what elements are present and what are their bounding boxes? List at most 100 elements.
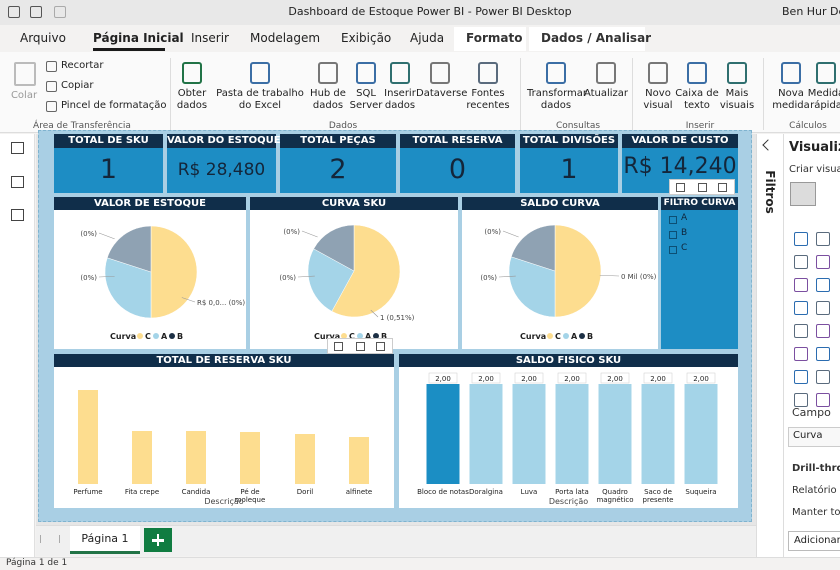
ribbon-button[interactable]: Obter dados <box>170 88 214 112</box>
viz-icon[interactable] <box>794 370 808 384</box>
slicer-item[interactable]: B <box>681 228 687 238</box>
ribbon-button[interactable]: Fontes recentes <box>462 88 514 112</box>
slicer-item[interactable]: C <box>681 243 687 253</box>
visual-toolbar[interactable] <box>327 338 393 354</box>
paste-icon <box>14 62 36 86</box>
data-label: (0%) <box>279 274 296 282</box>
toolbar-icon[interactable] <box>698 183 707 192</box>
status-bar <box>0 557 840 570</box>
kpi-value: 0 <box>400 154 515 185</box>
ribbon-button[interactable]: Pincel de formatação <box>61 100 166 111</box>
viz-icon[interactable] <box>816 278 830 292</box>
button-icon <box>596 62 616 84</box>
add-button[interactable]: Adicionar <box>788 531 840 551</box>
slicer-item[interactable]: A <box>681 213 687 223</box>
kpi-card: VALOR DO ESTOQUER$ 28,480 <box>167 134 276 193</box>
ribbon-button[interactable]: Mais visuais <box>716 88 758 112</box>
button-icon <box>430 62 450 84</box>
ribbon-tab[interactable]: Exibição <box>341 31 391 45</box>
ribbon-tab[interactable]: Arquivo <box>20 31 66 45</box>
viz-selected[interactable] <box>790 182 816 206</box>
toolbar-icon[interactable] <box>718 183 727 192</box>
kpi-value: 2 <box>280 154 396 185</box>
legend-dot <box>563 333 569 339</box>
ribbon-tab[interactable]: Formato <box>466 31 522 45</box>
ribbon-button[interactable]: Novo visual <box>639 88 677 112</box>
viz-title: Visualiza <box>789 140 840 155</box>
view-icon[interactable] <box>11 142 24 154</box>
nav-arrows[interactable] <box>40 535 60 543</box>
data-label: (0%) <box>480 274 497 282</box>
ribbon-tab[interactable]: Inserir <box>191 31 229 45</box>
viz-icon[interactable] <box>816 370 830 384</box>
page-tab[interactable]: Página 1 <box>70 526 140 554</box>
visual-container: SALDO FISICO SKU2,002,002,002,002,002,00… <box>399 354 738 508</box>
ribbon-tab[interactable]: Página Inicial <box>93 31 184 45</box>
visual-toolbar[interactable] <box>669 179 735 195</box>
visual-title: SALDO FISICO SKU <box>399 354 738 367</box>
viz-icon[interactable] <box>816 301 830 315</box>
quick-access-icon[interactable] <box>30 6 42 18</box>
viz-icon[interactable] <box>794 278 808 292</box>
data-label: 1 (0,51%) <box>380 314 415 322</box>
ribbon-button[interactable]: Pasta de trabalho do Excel <box>213 88 307 112</box>
viz-icon[interactable] <box>794 232 808 246</box>
ribbon-tab[interactable]: Modelagem <box>250 31 320 45</box>
viz-icon[interactable] <box>794 393 808 407</box>
legend-dot <box>137 333 143 339</box>
toolbar-icon[interactable] <box>376 342 385 351</box>
slicer-checkbox[interactable] <box>669 231 677 239</box>
viz-icon[interactable] <box>794 347 808 361</box>
viz-icon[interactable] <box>816 255 830 269</box>
toolbar-icon[interactable] <box>356 342 365 351</box>
kpi-value: 1 <box>520 154 618 185</box>
viz-icon[interactable] <box>816 232 830 246</box>
viz-icon[interactable] <box>794 301 808 315</box>
viz-icon[interactable] <box>816 324 830 338</box>
ribbon-button[interactable]: Recortar <box>61 60 104 71</box>
add-page-plus-v <box>157 534 160 546</box>
kpi-header: TOTAL DIVISÕES <box>520 134 618 148</box>
window-title: Dashboard de Estoque Power BI - Power BI… <box>250 5 610 18</box>
ribbon-button[interactable]: Copiar <box>61 80 93 91</box>
button-icon <box>182 62 202 84</box>
visual-container: TOTAL DE RESERVA SKUPerfumeFita crepeCan… <box>54 354 394 508</box>
bar <box>556 384 589 484</box>
field-value[interactable]: Curva <box>793 430 822 441</box>
toolbar-icon[interactable] <box>334 342 343 351</box>
ribbon-button[interactable]: Nova medida <box>772 88 810 112</box>
view-icon[interactable] <box>11 209 24 221</box>
slicer-checkbox[interactable] <box>669 216 677 224</box>
legend-item: A <box>161 332 168 341</box>
value-label: 2,00 <box>564 375 580 383</box>
viz-icon[interactable] <box>816 393 830 407</box>
viz-icon[interactable] <box>794 255 808 269</box>
quick-access-icon[interactable] <box>8 6 20 18</box>
group-separator <box>520 58 521 130</box>
slicer-checkbox[interactable] <box>669 246 677 254</box>
viz-item[interactable]: Relatório c <box>792 485 840 496</box>
ribbon-button[interactable]: SQL Server <box>349 88 383 112</box>
chart-svg: (0%)(0%)1 (0,51%)CurvaCAB <box>250 210 458 349</box>
ribbon-button[interactable]: Inserir dados <box>382 88 418 112</box>
visual-title: VALOR DE ESTOQUE <box>54 197 246 210</box>
toolbar-icon[interactable] <box>676 183 685 192</box>
viz-icon[interactable] <box>816 347 830 361</box>
ribbon-button[interactable]: Atualizar <box>583 88 629 100</box>
viz-icon[interactable] <box>794 324 808 338</box>
button-icon <box>687 62 707 84</box>
quick-access-icon[interactable] <box>54 6 66 18</box>
ribbon-tab[interactable]: Ajuda <box>410 31 444 45</box>
ribbon-button[interactable]: Colar <box>4 90 44 101</box>
filters-title[interactable]: Filtros <box>763 162 777 222</box>
ribbon-button[interactable]: Hub de dados <box>306 88 350 112</box>
bar <box>186 431 206 484</box>
ribbon-button[interactable]: Caixa de texto <box>674 88 720 112</box>
viz-item[interactable]: Manter tod <box>792 507 840 518</box>
ribbon-button[interactable]: Medida rápida <box>806 88 840 112</box>
ribbon-button[interactable]: Dataverse <box>416 88 464 100</box>
ribbon-tab[interactable]: Dados / Analisar <box>541 31 651 45</box>
leader-line <box>600 275 619 276</box>
view-icon[interactable] <box>11 176 24 188</box>
ribbon-button[interactable]: Transformar dados <box>527 88 585 112</box>
